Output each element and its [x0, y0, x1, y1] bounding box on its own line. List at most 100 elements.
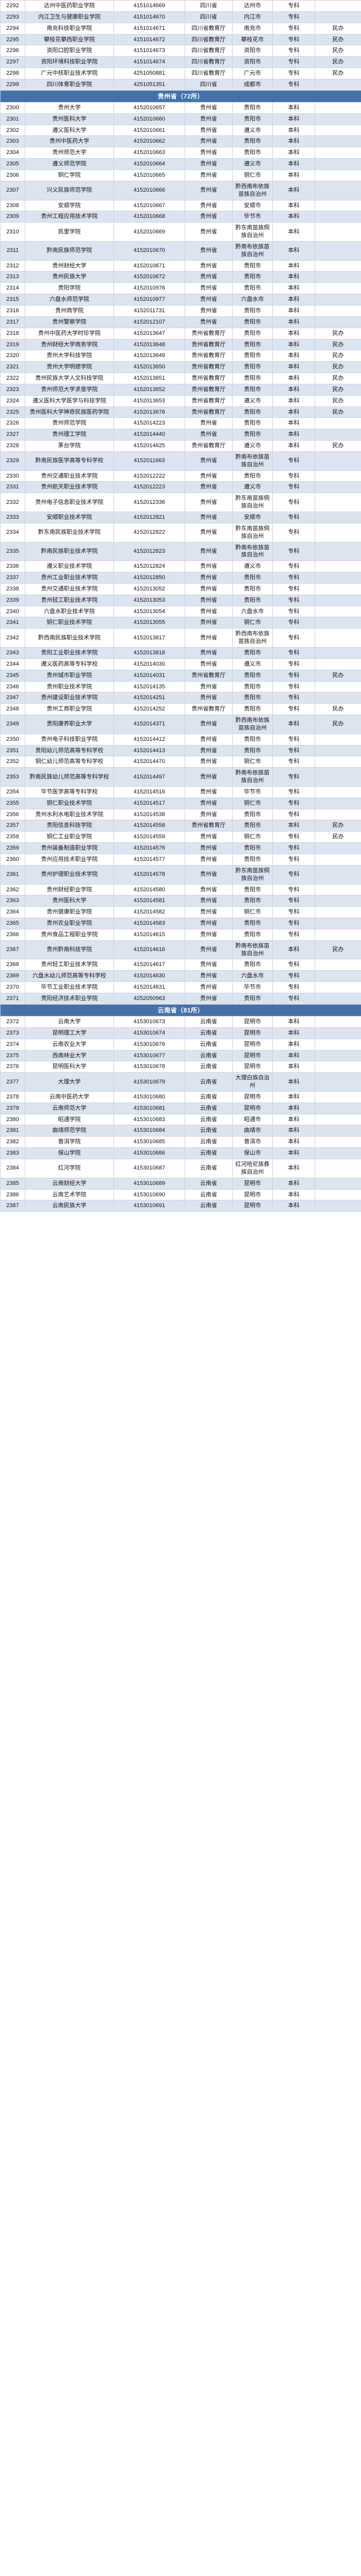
school-name-cell: 毕节工业职业技术学院	[25, 981, 114, 993]
school-type-cell: 民办	[315, 831, 361, 843]
school-type-cell	[315, 429, 361, 441]
governing-department-cell: 四川省教育厅	[185, 67, 233, 79]
education-level-cell: 本科	[272, 158, 315, 170]
school-name-cell: 遵义职业技术学院	[25, 561, 114, 573]
governing-department-cell: 贵州省	[185, 583, 233, 595]
table-row: 2317 贵州警察学院 4152012107 贵州省 贵阳市 本科	[0, 316, 361, 328]
table-row: 2349 贵阳康养职业大学 4152014371 贵州省 黔西南布依族苗族自治州 本科 民办	[0, 715, 361, 734]
row-index-cell: 2318	[0, 327, 25, 340]
table-row: 2366 贵州食品工程职业学院 4152014615 贵州省 贵阳市 专科	[0, 928, 361, 941]
education-level-cell: 专科	[272, 854, 315, 866]
school-type-cell	[315, 1091, 361, 1103]
school-name-cell: 贵州装备制造职业学院	[25, 842, 114, 854]
row-index-cell: 2314	[0, 282, 25, 295]
school-code-cell: 4151014672	[113, 33, 185, 46]
table-row: 2322 贵州民族大学人文科技学院 4152013651 贵州省教育厅 贵阳市 本科 民办	[0, 372, 361, 384]
location-cell: 曲靖市	[232, 1125, 273, 1137]
school-code-cell: 4152010669	[113, 222, 185, 242]
school-code-cell: 4152014582	[113, 906, 185, 919]
table-row: 2295 攀枝花攀西职业学院 4151014672 四川省教育厅 攀枝花市 专科 民办	[0, 33, 361, 46]
location-cell: 昆明市	[232, 1038, 273, 1050]
school-type-cell	[315, 572, 361, 584]
education-level-cell: 专科	[272, 0, 315, 12]
school-type-cell	[315, 681, 361, 693]
education-level-cell: 本科	[272, 1158, 315, 1178]
school-type-cell	[315, 1038, 361, 1050]
table-row: 2310 凯里学院 4152010669 贵州省 黔东南苗族侗族自治州 本科	[0, 222, 361, 242]
school-code-cell: 4152013648	[113, 338, 185, 351]
school-type-cell: 民办	[315, 703, 361, 716]
table-row: 2354 毕节医学高等专科学校 4152014516 贵州省 毕节市 专科	[0, 786, 361, 798]
location-cell: 贵阳市	[232, 744, 273, 757]
row-index-cell: 2342	[0, 628, 25, 648]
school-name-cell: 铜仁幼儿师范高等专科学校	[25, 756, 114, 768]
school-type-cell: 民办	[315, 22, 361, 35]
row-index-cell: 2370	[0, 981, 25, 993]
school-code-cell: 4152012823	[113, 541, 185, 562]
school-type-cell	[315, 865, 361, 885]
governing-department-cell: 四川省教育厅	[185, 56, 233, 69]
school-code-cell: 4152014615	[113, 928, 185, 941]
education-level-cell: 专科	[272, 865, 315, 885]
school-code-cell: 4152010666	[113, 180, 185, 200]
school-type-cell	[315, 756, 361, 768]
education-level-cell: 专科	[272, 669, 315, 682]
school-name-cell: 六盘水师范学院	[25, 294, 114, 306]
row-index-cell: 2296	[0, 45, 25, 57]
row-index-cell: 2369	[0, 970, 25, 982]
row-index-cell: 2345	[0, 669, 25, 682]
school-type-cell	[315, 316, 361, 328]
school-code-cell: 4152010663	[113, 147, 185, 159]
governing-department-cell: 云南省	[185, 1136, 233, 1148]
school-name-cell: 云南农业大学	[25, 1038, 114, 1050]
row-index-cell: 2363	[0, 895, 25, 907]
row-index-cell: 2335	[0, 541, 25, 562]
school-code-cell: 4152014558	[113, 820, 185, 832]
school-type-cell	[315, 1049, 361, 1062]
school-code-cell: 4151014669	[113, 0, 185, 12]
row-index-cell: 2352	[0, 756, 25, 768]
governing-department-cell: 贵州省教育厅	[185, 440, 233, 452]
governing-department-cell: 云南省	[185, 1049, 233, 1062]
row-index-cell: 2321	[0, 361, 25, 374]
location-cell: 贵阳市	[232, 884, 273, 896]
school-name-cell: 贵州轻工职业技术学院	[25, 959, 114, 971]
school-type-cell	[315, 241, 361, 261]
row-index-cell: 2361	[0, 865, 25, 885]
education-level-cell: 专科	[272, 617, 315, 629]
governing-department-cell: 贵州省	[185, 260, 233, 272]
location-cell: 贵阳市	[232, 113, 273, 125]
education-level-cell: 专科	[272, 744, 315, 757]
school-name-cell: 贵州交通职业技术学院	[25, 470, 114, 482]
location-cell: 贵阳市	[232, 594, 273, 606]
governing-department-cell: 贵州省教育厅	[185, 395, 233, 407]
school-code-cell: 4152010660	[113, 113, 185, 125]
table-row: 2327 贵州理工学院 4152014440 贵州省 贵阳市 本科	[0, 429, 361, 441]
school-code-cell: 4152010657	[113, 101, 185, 114]
row-index-cell: 2343	[0, 647, 25, 659]
school-name-cell: 贵州电子信息职业技术学院	[25, 493, 114, 512]
education-level-cell: 本科	[272, 304, 315, 317]
school-name-cell: 贵州工业职业技术学院	[25, 572, 114, 584]
school-code-cell: 4152012822	[113, 522, 185, 543]
school-code-cell: 4152014251	[113, 692, 185, 704]
education-level-cell: 本科	[272, 316, 315, 328]
location-cell: 遵义市	[232, 561, 273, 573]
location-cell: 黔南布依族苗族自治州	[232, 940, 273, 960]
school-name-cell: 贵州应用技术职业学院	[25, 854, 114, 866]
school-name-cell: 贵州医科大学	[25, 895, 114, 907]
school-type-cell: 民办	[315, 820, 361, 832]
table-row: 2360 贵州应用技术职业学院 4152014577 贵州省 贵阳市 专科	[0, 854, 361, 866]
location-cell: 贵阳市	[232, 647, 273, 659]
school-code-cell: 4152012336	[113, 493, 185, 512]
governing-department-cell: 贵州省	[185, 628, 233, 648]
location-cell: 贵阳市	[232, 918, 273, 929]
governing-department-cell: 四川省教育厅	[185, 45, 233, 57]
table-row: 2357 贵阳信息科技学院 4152014558 贵州省教育厅 贵阳市 本科 民办	[0, 820, 361, 832]
education-level-cell: 专科	[272, 703, 315, 716]
governing-department-cell: 贵州省	[185, 808, 233, 821]
education-level-cell: 专科	[272, 756, 315, 768]
school-code-cell: 4153010685	[113, 1136, 185, 1148]
school-name-cell: 贵州中医药大学	[25, 135, 114, 148]
governing-department-cell: 贵州省教育厅	[185, 703, 233, 716]
